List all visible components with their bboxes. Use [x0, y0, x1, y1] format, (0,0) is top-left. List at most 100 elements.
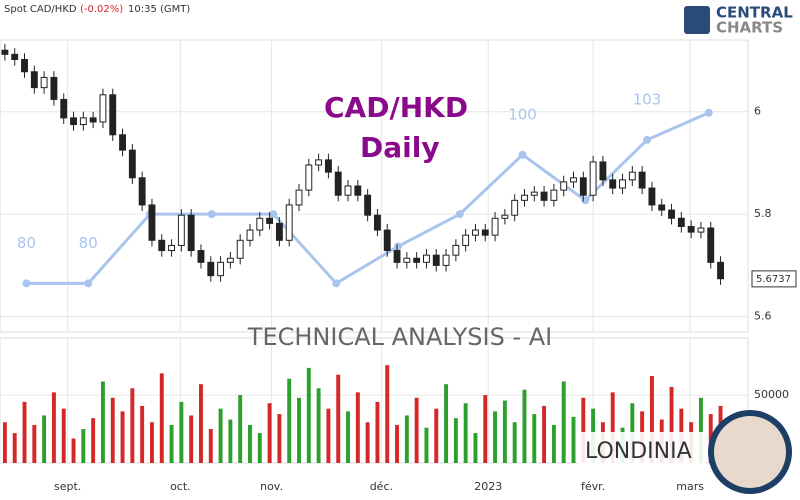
- y-tick-label: 6: [754, 105, 761, 118]
- volume-bar: [22, 401, 27, 463]
- volume-bar: [473, 433, 478, 463]
- volume-bar: [522, 389, 527, 463]
- candle-body: [11, 53, 19, 60]
- header-symbol: Spot CAD/HKD: [4, 4, 77, 15]
- candle-body: [697, 227, 705, 233]
- candle-body: [207, 261, 215, 277]
- volume-bar: [218, 408, 223, 463]
- volume-bar: [248, 424, 252, 463]
- volume-bar: [404, 415, 409, 463]
- volume-bar: [493, 411, 498, 463]
- candle-body: [246, 229, 254, 241]
- candle-body: [89, 117, 97, 123]
- volume-bar: [306, 367, 311, 463]
- volume-bar: [189, 415, 194, 463]
- candle-body: [266, 217, 274, 224]
- candle-body: [79, 117, 87, 126]
- candle-body: [364, 194, 372, 216]
- candle-body: [472, 229, 479, 236]
- candle-body: [442, 254, 450, 266]
- volume-bar: [297, 397, 301, 463]
- candle-body: [570, 177, 577, 183]
- candle-body: [334, 171, 342, 196]
- volume-bar: [81, 429, 86, 463]
- ai-point: [207, 210, 216, 219]
- volume-bar: [414, 397, 419, 463]
- candle-body: [128, 149, 136, 179]
- volume-bar: [434, 408, 439, 463]
- candle-body: [354, 185, 362, 196]
- candle-body: [423, 254, 430, 263]
- volume-bar: [277, 414, 282, 463]
- candle-body: [383, 229, 391, 252]
- candle-body: [452, 244, 460, 256]
- ai-point: [394, 242, 403, 251]
- volume-bar: [140, 405, 145, 463]
- candle-body: [481, 229, 489, 236]
- header-change: (-0.02%): [80, 4, 123, 15]
- candle-body: [373, 214, 381, 231]
- candle-body: [158, 239, 166, 252]
- candle-body: [177, 214, 185, 246]
- candle-body: [707, 227, 715, 263]
- volume-bar: [532, 414, 537, 463]
- ai-label: 103: [633, 90, 662, 108]
- candle-body: [148, 204, 156, 241]
- volume-bar: [502, 400, 507, 463]
- volume-bar: [463, 403, 468, 463]
- volume-bar: [71, 438, 76, 463]
- volume-bar: [267, 403, 272, 463]
- candle-body: [530, 191, 538, 196]
- volume-bar: [238, 395, 243, 463]
- x-tick-label: 2023: [474, 480, 502, 493]
- candle-body: [501, 214, 509, 219]
- header-time: 10:35 (GMT): [128, 4, 190, 15]
- candle-body: [50, 76, 58, 100]
- volume-bar: [12, 433, 17, 463]
- candle-body: [21, 58, 28, 73]
- candle-body: [99, 94, 107, 123]
- watermark-subtitle: Daily: [360, 131, 440, 164]
- volume-bar: [610, 392, 615, 463]
- volume-bar: [365, 422, 370, 463]
- candle-body: [197, 250, 205, 263]
- candle-body: [305, 164, 313, 191]
- volume-bar: [100, 381, 105, 463]
- volume-bar: [385, 365, 390, 463]
- ai-point: [455, 210, 464, 219]
- volume-bar: [32, 424, 37, 463]
- candle-body: [628, 171, 636, 181]
- candle-body: [138, 177, 146, 206]
- volume-bar: [542, 405, 547, 463]
- candle-body: [413, 257, 421, 263]
- y-tick-label: 5.8: [754, 207, 772, 220]
- watermark-banner: TECHNICAL ANALYSIS - AI: [247, 323, 552, 351]
- volume-bar: [159, 373, 164, 463]
- candle-body: [668, 209, 675, 219]
- volume-bar: [91, 418, 96, 463]
- volume-bar: [51, 392, 56, 463]
- candle-body: [119, 134, 126, 151]
- candle-body: [589, 161, 597, 196]
- candle-body: [609, 179, 617, 189]
- candle-body: [295, 189, 303, 206]
- volume-bar: [110, 397, 115, 463]
- logo-icon: [684, 6, 710, 34]
- candle-body: [256, 217, 264, 231]
- volume-bar: [444, 384, 449, 463]
- logo-text: CHARTS: [716, 19, 783, 37]
- candle-body: [60, 98, 68, 119]
- volume-bar: [2, 422, 7, 463]
- watermark-title: CAD/HKD: [324, 91, 468, 124]
- x-tick-label: nov.: [260, 480, 283, 493]
- volume-bar: [561, 381, 566, 463]
- ai-label: 80: [17, 234, 36, 252]
- avatar: [714, 416, 786, 488]
- candle-body: [550, 189, 558, 201]
- volume-bar: [130, 388, 135, 463]
- volume-bar: [483, 395, 488, 463]
- candle-body: [40, 76, 48, 89]
- last-price: 5.6737: [756, 274, 791, 285]
- volume-bar: [336, 374, 341, 463]
- candle-body: [658, 204, 666, 211]
